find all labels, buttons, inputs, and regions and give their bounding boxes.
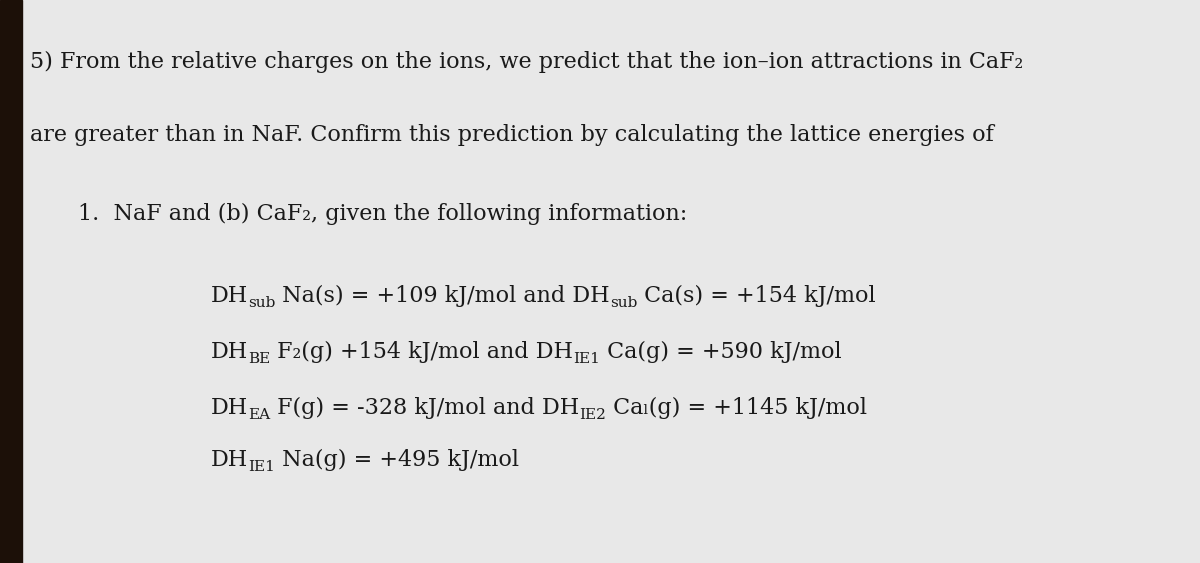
Text: 1.  NaF and (b) CaF₂, given the following information:: 1. NaF and (b) CaF₂, given the following…: [78, 203, 688, 225]
Text: are greater than in NaF. Confirm this prediction by calculating the lattice ener: are greater than in NaF. Confirm this pr…: [30, 124, 994, 146]
Text: Na(s) = +109 kJ/mol and DH: Na(s) = +109 kJ/mol and DH: [275, 284, 610, 307]
Text: Ca(g) = +590 kJ/mol: Ca(g) = +590 kJ/mol: [600, 341, 841, 363]
Text: DH: DH: [210, 341, 247, 363]
Text: Caₗ(g) = +1145 kJ/mol: Caₗ(g) = +1145 kJ/mol: [606, 397, 866, 419]
Text: DH: DH: [210, 285, 247, 307]
Text: IE2: IE2: [580, 408, 606, 422]
Text: IE1: IE1: [572, 352, 600, 366]
Text: F(g) = -328 kJ/mol and DH: F(g) = -328 kJ/mol and DH: [270, 397, 580, 419]
Text: Na(g) = +495 kJ/mol: Na(g) = +495 kJ/mol: [275, 449, 518, 471]
Text: EA: EA: [247, 408, 270, 422]
Text: DH: DH: [210, 397, 247, 419]
Text: 5) From the relative charges on the ions, we predict that the ion–ion attraction: 5) From the relative charges on the ions…: [30, 51, 1024, 73]
Text: sub: sub: [247, 296, 275, 310]
Text: F₂(g) +154 kJ/mol and DH: F₂(g) +154 kJ/mol and DH: [270, 341, 572, 363]
Text: BE: BE: [247, 352, 270, 366]
Bar: [0, 0, 22, 563]
Text: IE1: IE1: [247, 461, 275, 475]
Text: Ca(s) = +154 kJ/mol: Ca(s) = +154 kJ/mol: [637, 284, 876, 307]
Text: DH: DH: [210, 449, 247, 471]
Text: sub: sub: [610, 296, 637, 310]
